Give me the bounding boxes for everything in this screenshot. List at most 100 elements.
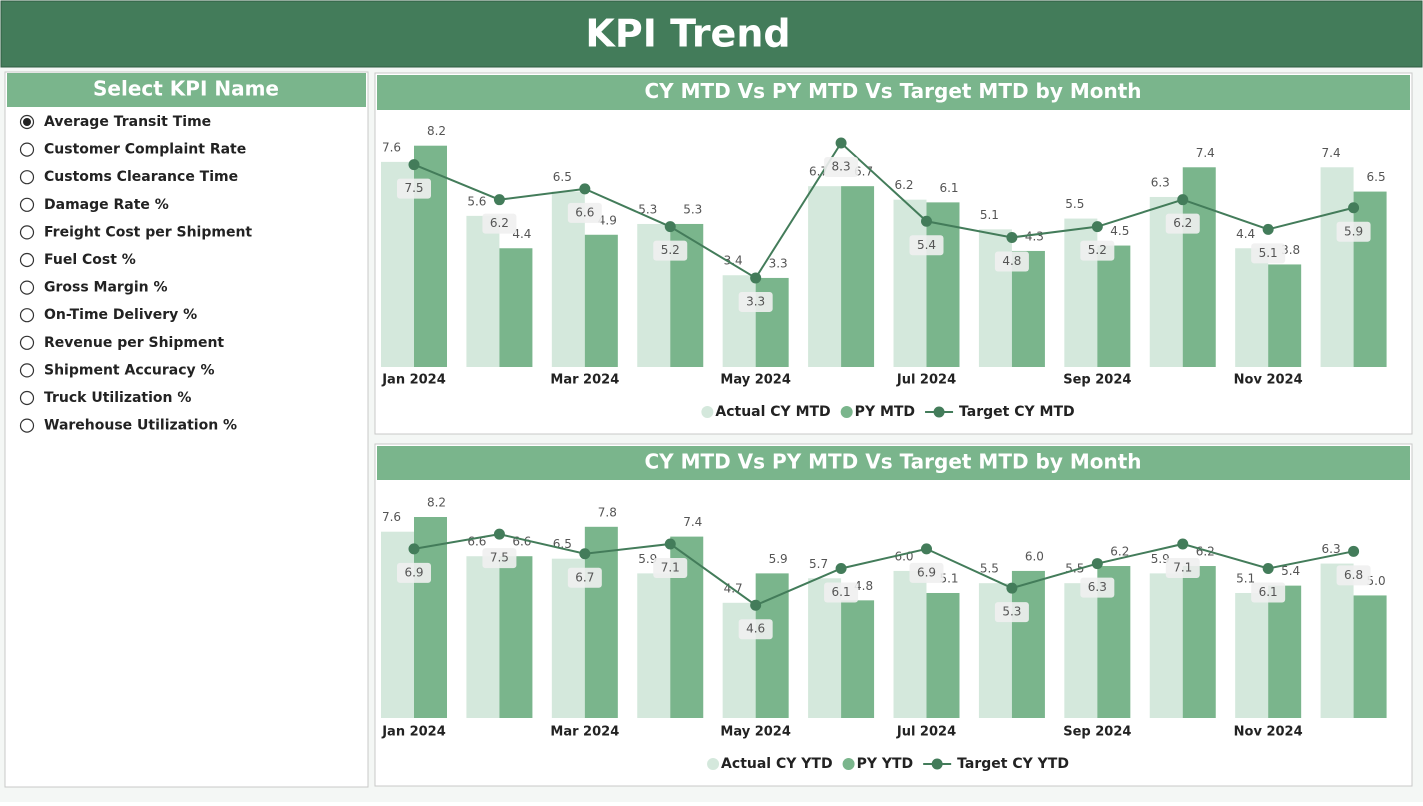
data-label: 6.5 [1367, 170, 1386, 184]
data-label: 4.4 [512, 227, 531, 241]
slicer-option[interactable]: Customs Clearance Time [19, 169, 239, 185]
line-point [1006, 231, 1018, 243]
radio-button[interactable] [19, 363, 35, 378]
slicer-option[interactable]: Damage Rate % [19, 197, 169, 213]
data-label: 5.6 [467, 194, 486, 208]
data-label: 6.2 [1110, 545, 1129, 559]
line [413, 533, 1354, 607]
radio-button[interactable] [19, 252, 35, 268]
radio-button[interactable] [19, 418, 35, 433]
chart: CY MTD Vs PY MTD Vs Target MTD by Month 7… [374, 72, 1413, 435]
slicer-option-label: Truck Utilization % [44, 390, 191, 406]
data-label-box [1080, 240, 1115, 261]
slicer-option[interactable]: On-Time Delivery % [19, 307, 198, 323]
slicer-option[interactable]: Fuel Cost % [19, 252, 136, 268]
data-label-box [824, 582, 859, 603]
slicer-option[interactable]: Average Transit Time [19, 114, 212, 130]
data-label: 8.2 [427, 496, 446, 510]
data-label: 3.8 [1281, 243, 1300, 257]
data-label-box [567, 202, 602, 223]
bar [499, 248, 533, 367]
x-tick-label: Jul 2024 [896, 373, 956, 388]
data-label: 7.1 [1173, 560, 1192, 574]
data-label: 5.3 [1002, 605, 1021, 619]
slicer-panel [4, 71, 369, 788]
data-label: 4.3 [1025, 229, 1044, 243]
slicer-option[interactable]: Freight Cost per Shipment [19, 224, 253, 240]
slicer-option[interactable]: Revenue per Shipment [19, 335, 225, 351]
bar [1353, 595, 1387, 718]
data-label-box [397, 562, 431, 583]
slicer-option[interactable]: Truck Utilization % [19, 390, 192, 406]
data-label: 5.3 [638, 202, 657, 216]
bar [1149, 573, 1183, 718]
bar [1182, 167, 1216, 367]
radio-button[interactable] [19, 170, 35, 185]
legend-label: Actual CY YTD [721, 756, 833, 772]
slicer-option[interactable]: Gross Margin % [19, 280, 168, 296]
data-label: 5.1 [1236, 571, 1255, 585]
data-label-box [738, 291, 773, 312]
data-label-box [1336, 221, 1371, 242]
radio-button[interactable] [19, 142, 35, 157]
data-label-box [1251, 243, 1286, 264]
legend-label: Target CY MTD [959, 404, 1075, 420]
data-label-box [1080, 577, 1115, 598]
bar [1320, 167, 1354, 367]
data-label-box [1336, 565, 1371, 586]
slicer-option[interactable]: Customer Complaint Rate [19, 142, 247, 158]
slicer-option[interactable]: Warehouse Utilization % [19, 418, 238, 434]
chart: CY MTD Vs PY MTD Vs Target MTD by Month 7… [374, 443, 1413, 787]
slicer-option-label: Gross Margin % [44, 280, 168, 296]
bar [1097, 245, 1131, 367]
legend-marker [701, 406, 714, 418]
bar [1268, 585, 1302, 718]
data-label: 4.6 [746, 622, 765, 636]
line-point [1006, 582, 1018, 594]
line-point [664, 538, 676, 550]
data-label: 4.9 [598, 213, 617, 227]
data-label: 5.7 [809, 557, 828, 571]
data-label: 6.1 [939, 181, 958, 195]
data-label: 7.4 [1322, 146, 1341, 160]
data-label: 5.2 [661, 243, 680, 257]
data-label: 5.0 [1367, 574, 1386, 588]
slicer-option[interactable]: Shipment Accuracy % [19, 362, 215, 378]
radio-button[interactable] [19, 280, 35, 295]
x-tick-label: Jan 2024 [381, 725, 446, 740]
data-label: 6.7 [575, 570, 594, 584]
data-label: 3.3 [746, 294, 765, 308]
radio-button[interactable] [19, 308, 35, 323]
header-bar [0, 0, 1423, 68]
slicer-option-label: Damage Rate % [44, 197, 169, 213]
radio-button[interactable] [19, 390, 35, 406]
data-label: 6.8 [1344, 568, 1363, 582]
bar [1235, 592, 1269, 718]
radio-button[interactable] [19, 335, 35, 350]
line-point [408, 159, 420, 171]
bar [841, 600, 875, 718]
bar [755, 573, 789, 718]
legend-marker [931, 758, 943, 770]
line-point [921, 543, 932, 555]
chart-title: CY MTD Vs PY MTD Vs Target MTD by Month [644, 79, 1141, 103]
data-label-box [738, 619, 773, 640]
slicer-option-label: Freight Cost per Shipment [44, 224, 252, 240]
data-label: 7.8 [598, 505, 617, 519]
bar [926, 592, 960, 718]
data-label-box [653, 557, 688, 578]
bar [893, 199, 927, 367]
radio-button[interactable] [19, 225, 35, 240]
line-point [1177, 538, 1189, 550]
data-label: 4.8 [854, 579, 873, 593]
line-point [921, 215, 932, 227]
x-tick-label: Sep 2024 [1063, 373, 1131, 388]
bar [584, 234, 618, 367]
line-point [1262, 223, 1274, 235]
radio-button[interactable] [19, 197, 35, 212]
line-point [750, 272, 762, 284]
data-label: 6.3 [1322, 542, 1341, 556]
data-label: 3.3 [769, 256, 788, 270]
